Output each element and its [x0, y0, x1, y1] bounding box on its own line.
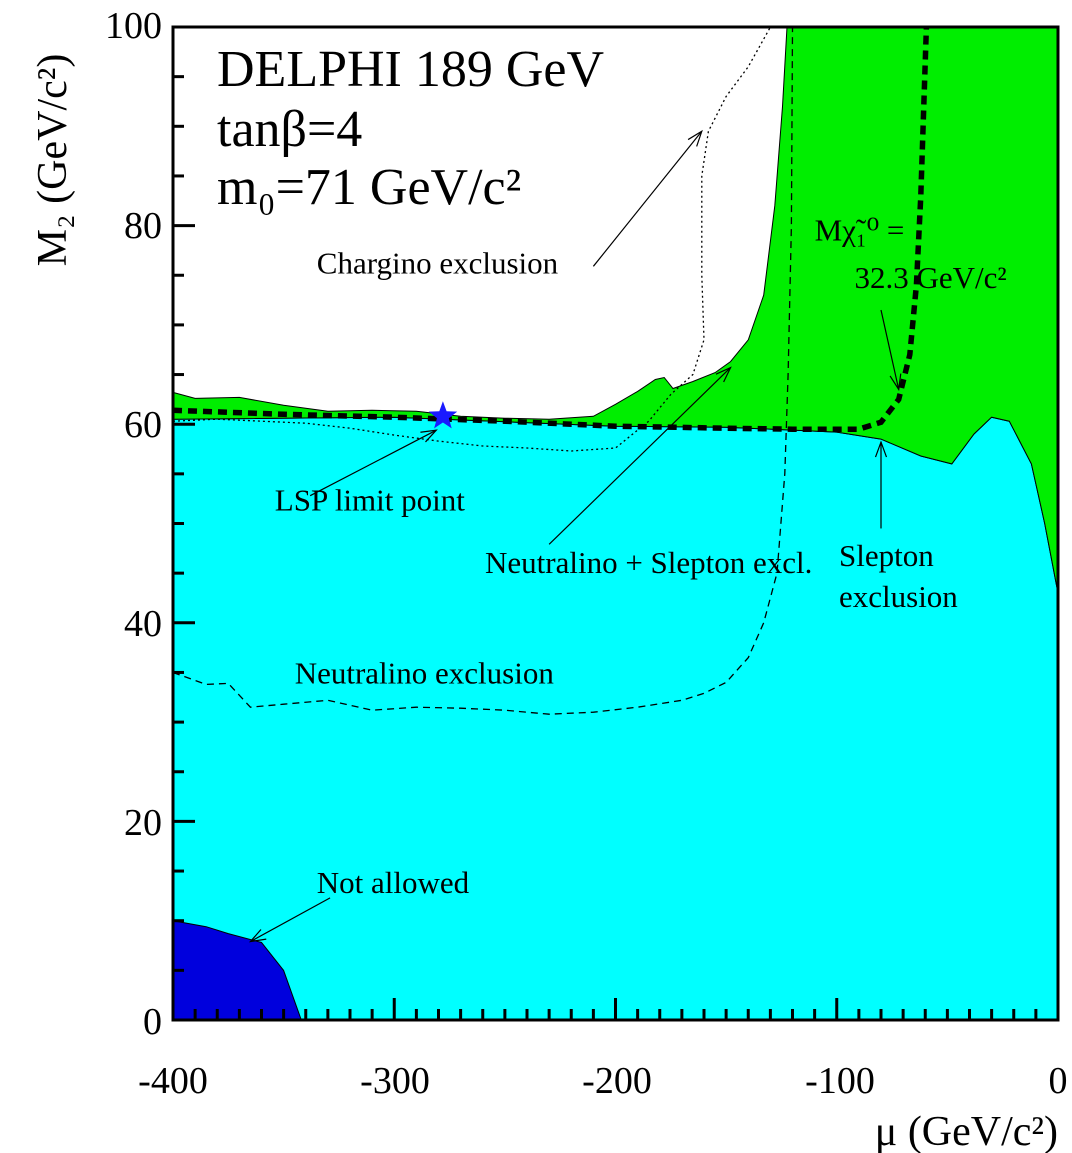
annotation-arrow-line [592, 130, 703, 267]
not-allowed-label: Not allowed [317, 865, 470, 900]
data-points [428, 401, 458, 429]
annotations: Chargino exclusion LSP limit point Neutr… [275, 213, 1007, 900]
annotation-arrow-line [309, 429, 437, 497]
annotation-arrow-line [548, 367, 731, 545]
annotation-arrows [248, 129, 902, 943]
exclusion-curves [172, 26, 930, 715]
x-tick-label: -200 [582, 1060, 652, 1102]
chargino-exclusion-label: Chargino exclusion [317, 245, 559, 280]
y-tick-label: 80 [124, 205, 162, 247]
annotation-arrow-line [250, 897, 331, 943]
lsp-limit-point-label: LSP limit point [275, 483, 465, 518]
x-axis-label: μ (GeV/c²) [875, 1109, 1058, 1153]
neutralino-exclusion-curve [172, 26, 794, 715]
x-tick-label: 0 [1049, 1060, 1068, 1102]
experiment-label: DELPHI 189 GeV [217, 41, 604, 98]
m-32-3-gev-c-curve [172, 26, 930, 432]
annotation-arrow-head [889, 373, 902, 392]
slepton-label: Slepton [839, 538, 934, 573]
neutralino-exclusion-label: Neutralino exclusion [295, 655, 555, 690]
x-tick-label: -400 [138, 1060, 208, 1102]
x-tick-label: -300 [360, 1060, 430, 1102]
y-axis-label: M₂ (GeV/c²) [30, 54, 76, 267]
lsp-mass-value-label: 32.3 GeV/c² [855, 260, 1007, 295]
annotation-arrow-head [715, 366, 732, 383]
y-tick-label: 60 [124, 404, 162, 446]
y-tick-label: 0 [143, 1001, 162, 1043]
chargino-exclusion-curve [172, 26, 771, 452]
annotation-arrow-head [687, 129, 703, 147]
y-tick-labels: 0 20 40 60 80 100 [105, 5, 162, 1043]
y-tick-label: 20 [124, 802, 162, 844]
lsp-limit-star [428, 401, 458, 429]
y-tick-label: 100 [105, 5, 162, 47]
axis-ticks [171, 25, 1060, 1022]
slepton-exclusion-label: exclusion [839, 579, 958, 614]
annotation-arrow-line [880, 309, 900, 390]
tanbeta-label: tanβ=4 [217, 101, 362, 158]
annotation-arrow-head [874, 440, 888, 458]
info-block: DELPHI 189 GeV tanβ=4 m₀=71 GeV/c² [217, 41, 604, 216]
lsp-mass-label: Mχ̃₁⁰ = [815, 213, 905, 248]
m0-label: m₀=71 GeV/c² [217, 159, 521, 216]
y-tick-label: 40 [124, 603, 162, 645]
annotation-arrow-head [248, 929, 267, 943]
x-tick-labels: -400 -300 -200 -100 0 [138, 1060, 1067, 1102]
exclusion-regions [172, 26, 1059, 1021]
x-tick-label: -100 [805, 1060, 875, 1102]
annotation-arrow-head [420, 429, 438, 443]
neutralino-slepton-label: Neutralino + Slepton excl. [485, 545, 812, 580]
